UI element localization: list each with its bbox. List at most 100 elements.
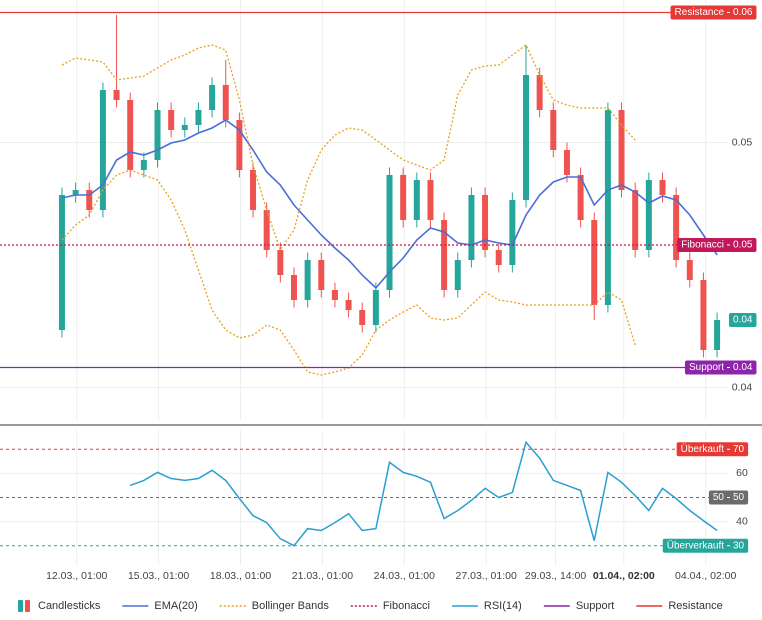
candle-body: [209, 85, 216, 110]
x-tick-label: 15.03., 01:00: [128, 570, 189, 582]
badge-box: [677, 238, 757, 252]
x-tick-label: 18.03., 01:00: [210, 570, 271, 582]
candle-body: [495, 250, 502, 265]
candle-body: [99, 90, 106, 210]
candle-body: [604, 110, 611, 305]
level-badge: Fibonacci 0.05: [677, 238, 757, 252]
candle-body: [536, 75, 543, 110]
legend-label: RSI(14): [484, 600, 522, 612]
candle-body: [277, 250, 284, 275]
badge-box: [670, 5, 757, 20]
badge-value: 0.05: [733, 240, 753, 251]
candle-body: [523, 75, 530, 200]
candle-body: [304, 260, 311, 300]
legend-label: Support: [576, 600, 615, 612]
badge-box: [729, 313, 757, 327]
candle-body: [563, 150, 570, 175]
x-tick-label: 04.04., 02:00: [675, 570, 736, 582]
level-badge: 0.04: [729, 313, 757, 327]
x-tick-label: 27.03., 01:00: [456, 570, 517, 582]
badge-box: [676, 442, 749, 457]
ema-line: [61, 119, 718, 290]
candle-body: [632, 190, 639, 250]
candle-body: [673, 195, 680, 260]
badge-name: Resistance: [675, 7, 725, 18]
candle-body: [550, 110, 557, 150]
badge-name: 50: [713, 492, 725, 503]
legend-label: Resistance: [668, 600, 722, 612]
candle-body: [72, 190, 79, 195]
x-tick-label: 01.04., 02:00: [593, 570, 655, 582]
badge-box: [662, 538, 749, 553]
candle-body: [318, 260, 325, 290]
candle-body: [263, 210, 270, 250]
candle-body: [331, 290, 338, 300]
bollinger-band: [61, 44, 636, 252]
candle-body: [686, 260, 693, 280]
y-tick-label: 60: [736, 467, 748, 479]
x-tick-label: 29.03., 14:00: [525, 570, 586, 582]
badge-name: Support: [689, 362, 724, 373]
legend-label: EMA(20): [154, 600, 197, 612]
x-tick-label: 21.03., 01:00: [292, 570, 353, 582]
legend-label: Bollinger Bands: [252, 600, 330, 612]
y-tick-label: 0.04: [732, 381, 753, 393]
candle-body: [58, 195, 65, 330]
candle-body: [468, 195, 475, 260]
x-tick-label: 12.03., 01:00: [46, 570, 107, 582]
candle-body: [195, 110, 202, 125]
badge-value: 0.04: [733, 315, 753, 326]
x-tick-label: 24.03., 01:00: [374, 570, 435, 582]
candle-body: [618, 110, 625, 190]
badge-value: 0.06: [733, 7, 753, 18]
candle-body: [700, 280, 707, 350]
candle-body: [645, 180, 652, 250]
candle-body: [372, 290, 379, 325]
candle-body: [168, 110, 175, 130]
candle-body: [386, 175, 393, 290]
candle-body: [659, 180, 666, 195]
candle-body: [400, 175, 407, 220]
candle-body: [290, 275, 297, 300]
candle-body: [413, 180, 420, 220]
level-badge: 50 50: [708, 490, 749, 505]
candle-body: [181, 125, 188, 130]
level-badge: Support 0.04: [684, 360, 757, 375]
candle-body: [222, 85, 229, 120]
candle-body: [359, 310, 366, 325]
candle-body: [154, 110, 161, 160]
badge-box: [684, 360, 757, 375]
candle-body: [577, 175, 584, 220]
candle-body: [345, 300, 352, 310]
candle-body: [714, 320, 721, 350]
badge-name: Überkauft: [681, 443, 725, 455]
candle-body: [140, 160, 147, 170]
candle-body: [236, 120, 243, 170]
badge-name: Überverkauft: [667, 539, 724, 551]
candle-body: [427, 180, 434, 220]
candle-body: [113, 90, 120, 100]
rsi-line: [129, 440, 718, 547]
legend-icon: [25, 600, 30, 612]
badge-value: 30: [733, 540, 745, 551]
candle-body: [86, 190, 93, 210]
legend-icon: [18, 600, 23, 612]
legend-label: Fibonacci: [383, 600, 430, 612]
level-badge: Überkauft 70: [676, 442, 749, 457]
candle-body: [591, 220, 598, 305]
level-badge: Überverkauft 30: [662, 538, 749, 553]
badge-value: 70: [733, 444, 745, 455]
y-tick-label: 40: [736, 515, 748, 527]
legend-label: Candlesticks: [38, 600, 101, 612]
candle-body: [454, 260, 461, 290]
candle-body: [127, 100, 134, 170]
y-tick-label: 0.05: [732, 136, 753, 148]
candle-body: [441, 220, 448, 290]
candle-body: [250, 170, 257, 210]
level-badge: Resistance 0.06: [670, 5, 757, 20]
badge-value: 0.04: [733, 362, 753, 373]
candle-body: [482, 195, 489, 250]
candle-body: [509, 200, 516, 265]
